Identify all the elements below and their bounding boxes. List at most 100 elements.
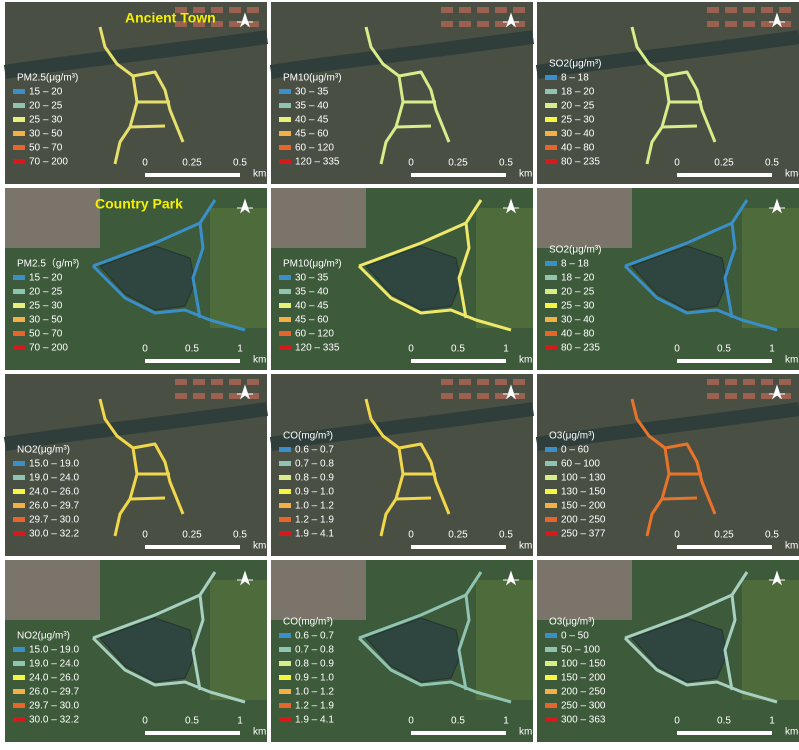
legend-label: 1.9 – 4.1 <box>295 715 334 726</box>
scale-bar <box>145 359 240 363</box>
scale-label: 1 <box>769 344 775 355</box>
panel-title: Ancient Town <box>125 10 216 26</box>
legend-swatch <box>545 475 557 480</box>
scale-label: 0 <box>142 530 148 541</box>
legend-label: 29.7 – 30.0 <box>29 701 79 712</box>
scale-bar <box>411 359 506 363</box>
legend-swatch <box>13 89 25 94</box>
scale-bar <box>411 173 506 177</box>
legend-label: 30 – 50 <box>29 129 63 140</box>
legend-label: 0.6 – 0.7 <box>295 445 334 456</box>
building-block <box>175 21 187 27</box>
building-block <box>707 7 719 13</box>
building-block <box>513 7 525 13</box>
north-arrow <box>769 384 785 400</box>
legend-title: PM10(μg/m³) <box>283 259 342 270</box>
legend-label: 40 – 45 <box>295 115 329 126</box>
map-panel: Country Park PM2.5（g/m³) 15 – 20 20 – 25 25 … <box>5 188 267 370</box>
scale-label: 1 <box>237 716 243 727</box>
north-arrow <box>237 12 253 28</box>
building-block <box>779 393 791 399</box>
map-panel: NO2(μg/m³) 15.0 – 19.0 19.0 – 24.0 24.0 – 2… <box>5 560 267 742</box>
scale-label: 0.5 <box>765 158 779 169</box>
legend-swatch <box>13 131 25 136</box>
river <box>3 402 268 451</box>
legend-swatch <box>279 661 291 666</box>
legend-swatch <box>279 703 291 708</box>
legend-swatch <box>13 531 25 536</box>
panel-title: Country Park <box>95 196 183 212</box>
legend-swatch <box>279 317 291 322</box>
legend-swatch <box>279 633 291 638</box>
building-block <box>477 21 489 27</box>
lake <box>631 617 728 683</box>
legend-swatch <box>13 275 25 280</box>
legend-swatch <box>13 345 25 350</box>
legend-label: 15.0 – 19.0 <box>29 645 79 656</box>
scale-label: km <box>785 727 798 738</box>
river <box>535 30 799 79</box>
building-block <box>459 393 471 399</box>
legend-label: 30 – 40 <box>561 129 595 140</box>
legend-label: 30.0 – 32.2 <box>29 715 79 726</box>
legend-title: NO2(μg/m³) <box>17 631 70 642</box>
legend-label: 0.9 – 1.0 <box>295 673 334 684</box>
legend-label: 50 – 100 <box>561 645 600 656</box>
scale-label: 0 <box>142 344 148 355</box>
scale-label: 0.25 <box>448 158 468 169</box>
farmland <box>742 580 799 700</box>
north-arrow <box>769 198 785 214</box>
building-block <box>513 21 525 27</box>
north-arrow <box>503 198 519 214</box>
map-panel: PM10(μg/m³) 30 – 35 35 – 40 40 – 45 45 – 60 6… <box>269 2 534 184</box>
legend-swatch <box>279 103 291 108</box>
scale-label: 0 <box>674 530 680 541</box>
legend-swatch <box>13 703 25 708</box>
legend-label: 20 – 25 <box>29 101 63 112</box>
legend-swatch <box>545 675 557 680</box>
legend-label: 19.0 – 24.0 <box>29 659 79 670</box>
building-block <box>743 21 755 27</box>
legend-title: SO2(μg/m³) <box>549 59 601 70</box>
legend-swatch <box>279 145 291 150</box>
route <box>91 571 246 704</box>
legend-swatch <box>545 345 557 350</box>
building-block <box>193 379 205 385</box>
north-arrow <box>237 570 253 586</box>
legend-swatch <box>279 117 291 122</box>
farmland <box>210 208 267 328</box>
building-block <box>459 21 471 27</box>
route <box>357 571 512 704</box>
legend-label: 20 – 25 <box>561 101 595 112</box>
scale-label: 0.5 <box>233 530 247 541</box>
scale-label: 0.25 <box>714 158 734 169</box>
legend-label: 0 – 60 <box>561 445 589 456</box>
farmland <box>476 580 533 700</box>
scale-label: 0.5 <box>717 716 731 727</box>
scale-bar <box>411 731 506 735</box>
building-block <box>211 7 223 13</box>
legend-swatch <box>279 303 291 308</box>
legend-label: 200 – 250 <box>561 687 606 698</box>
route <box>364 398 451 537</box>
legend-swatch <box>545 331 557 336</box>
legend-swatch <box>13 317 25 322</box>
lake <box>365 245 462 311</box>
building-block <box>441 393 453 399</box>
building-block <box>247 393 259 399</box>
building-block <box>477 393 489 399</box>
building-block <box>247 379 259 385</box>
building-block <box>477 379 489 385</box>
urban-area <box>5 560 100 620</box>
route <box>98 26 185 165</box>
legend-swatch <box>545 317 557 322</box>
legend-label: 50 – 70 <box>29 143 63 154</box>
legend-label: 300 – 363 <box>561 715 606 726</box>
scale-label: 0.5 <box>451 344 465 355</box>
scale-label: 1 <box>237 344 243 355</box>
building-block <box>725 393 737 399</box>
legend-swatch <box>279 275 291 280</box>
legend-title: PM10(μg/m³) <box>283 73 342 84</box>
north-arrow <box>503 12 519 28</box>
legend-swatch <box>545 289 557 294</box>
